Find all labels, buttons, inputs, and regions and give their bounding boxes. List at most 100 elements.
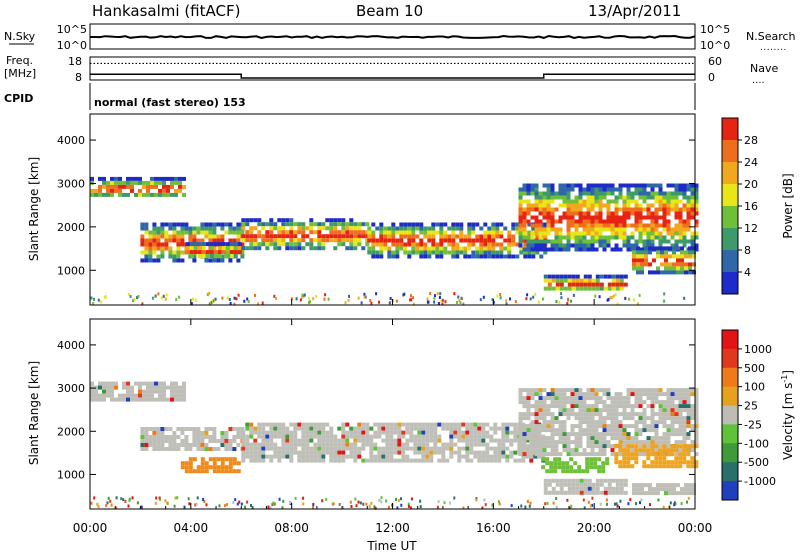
power-cell — [176, 246, 181, 251]
power-cell — [176, 234, 181, 239]
power-cell — [668, 246, 672, 251]
velocity-ground-scatter — [202, 498, 205, 501]
velocity-highlight-cell — [650, 444, 655, 449]
power-cell — [598, 235, 603, 240]
power-cell — [590, 203, 595, 208]
power-cell — [610, 219, 615, 224]
velocity-highlight-cell — [682, 460, 687, 465]
velocity-cell — [106, 389, 110, 394]
velocity-cell — [289, 422, 294, 427]
velocity-cell — [590, 396, 595, 401]
power-cell — [674, 207, 679, 212]
power-cell — [590, 187, 595, 192]
velocity-highlight-cell — [658, 464, 663, 469]
velocity-cell — [610, 416, 615, 421]
velocity-cell — [558, 404, 563, 409]
power-cell — [156, 258, 161, 263]
power-cell — [638, 187, 643, 192]
power-cell — [650, 227, 655, 232]
velocity-cell — [180, 439, 185, 443]
power-cell — [656, 270, 660, 275]
velocity-cell — [623, 482, 628, 487]
velocity-cell — [465, 422, 470, 427]
power-cell — [209, 242, 214, 247]
power-cell — [606, 243, 611, 248]
power-cell — [542, 191, 547, 196]
velocity-cell — [385, 442, 390, 447]
power-cell — [644, 250, 648, 255]
power-cell — [443, 222, 448, 227]
velocity-cell — [550, 452, 555, 457]
velocity-cell — [168, 427, 173, 431]
velocity-cell — [253, 450, 258, 455]
velocity-cell — [598, 400, 603, 405]
power-cell — [654, 199, 659, 204]
power-cell — [638, 203, 643, 208]
velocity-cell — [297, 422, 302, 427]
velocity-ground-scatter — [188, 502, 191, 506]
velocity-ground-scatter — [174, 496, 177, 500]
velocity-cell — [154, 385, 158, 390]
power-cell — [483, 254, 488, 259]
velocity-cell — [690, 424, 695, 429]
velocity-cell — [321, 446, 326, 451]
velocity-cell — [554, 400, 559, 405]
velocity-cell — [602, 432, 607, 437]
power-cell — [98, 184, 102, 189]
power-cell — [236, 238, 241, 243]
velocity-ground-scatter — [93, 496, 96, 500]
velocity-cell — [670, 396, 675, 401]
power-ground-scatter — [663, 292, 666, 296]
velocity-cell — [174, 385, 178, 390]
velocity-cell — [574, 416, 579, 421]
power-cell — [152, 250, 157, 255]
velocity-cell — [614, 400, 619, 405]
power-cell — [626, 247, 631, 252]
velocity-cell — [325, 446, 330, 451]
power-cell — [152, 242, 157, 247]
velocity-cell — [321, 438, 326, 443]
power-cell — [237, 246, 242, 251]
velocity-ground-scatter — [686, 500, 688, 504]
velocity-cell — [317, 458, 322, 463]
power-cell — [197, 254, 202, 259]
velocity-cell — [554, 448, 559, 453]
velocity-cell — [575, 482, 580, 487]
power-cell — [594, 187, 599, 192]
power-cell — [674, 195, 679, 200]
velocity-ground-scatter — [388, 505, 390, 509]
power-ground-scatter — [324, 293, 327, 297]
velocity-cell — [650, 420, 655, 425]
power-cell — [622, 203, 627, 208]
velocity-cell — [610, 444, 615, 449]
velocity-highlight-cell — [196, 469, 201, 474]
power-cell — [542, 203, 547, 208]
power-cell — [156, 234, 161, 239]
power-cell — [538, 231, 543, 236]
velocity-cell — [522, 432, 527, 437]
velocity-highlight-cell — [188, 469, 193, 474]
power-cell — [383, 234, 388, 239]
velocity-ground-scatter — [591, 496, 594, 500]
velocity-cell — [245, 438, 250, 443]
power-cell — [297, 242, 302, 247]
power-ground-scatter — [90, 296, 93, 300]
power-cell — [594, 215, 599, 220]
power-cell — [253, 238, 258, 243]
velocity-cell — [574, 440, 579, 445]
power-cell — [646, 223, 651, 228]
velocity-cell — [666, 440, 671, 445]
velocity-cell — [417, 430, 422, 435]
velocity-highlight-cell — [557, 465, 562, 470]
velocity-cell — [610, 424, 615, 429]
velocity-cell — [614, 404, 619, 409]
power-cell — [656, 266, 660, 271]
power-cell — [587, 278, 592, 283]
velocity-cell — [110, 385, 114, 390]
power-cell — [640, 270, 644, 275]
velocity-cell — [393, 430, 398, 435]
power-cell — [619, 278, 624, 283]
power-cell — [574, 195, 579, 200]
power-cell — [522, 231, 527, 236]
velocity-cell — [321, 454, 326, 459]
